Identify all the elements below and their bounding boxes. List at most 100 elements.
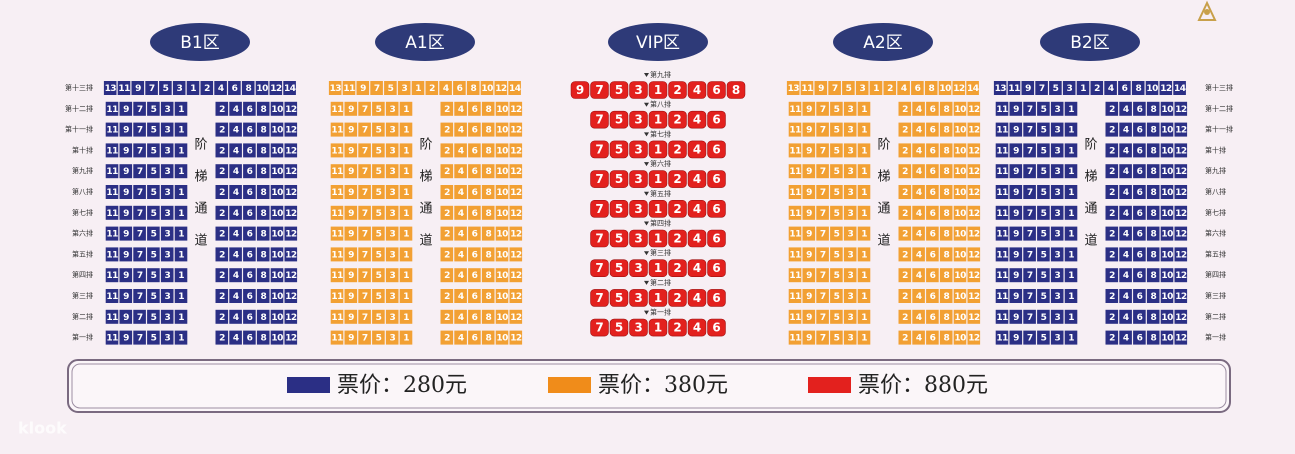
seat <box>1160 205 1174 220</box>
seat-number: 6 <box>1137 146 1143 156</box>
seat-number: 6 <box>930 167 936 177</box>
seat-number: 9 <box>348 146 354 156</box>
seat-number: 3 <box>389 105 395 115</box>
seat <box>399 205 413 220</box>
vip-row-label: 第二排 <box>650 278 671 287</box>
seat <box>788 268 802 283</box>
seat <box>215 330 229 345</box>
seat <box>1119 164 1132 179</box>
seat <box>174 122 188 137</box>
seat <box>1050 330 1064 345</box>
seat <box>967 143 981 158</box>
seat <box>1160 101 1174 116</box>
seat <box>830 247 843 262</box>
seat-number: 2 <box>219 292 225 302</box>
seat-number: 4 <box>458 271 464 281</box>
seat-number: 5 <box>376 250 382 260</box>
seat-number: 10 <box>1146 84 1158 94</box>
seat-number: 1 <box>1068 292 1074 302</box>
seat-number: 3 <box>389 126 395 136</box>
seat-number: 8 <box>943 105 949 115</box>
seat-number: 10 <box>256 84 268 94</box>
seat-number: 12 <box>285 188 297 198</box>
seat-number: 3 <box>389 313 395 323</box>
seat <box>1062 81 1076 95</box>
seat-number: 1 <box>178 250 184 260</box>
seat-number: 11 <box>996 167 1008 177</box>
seat-number: 1 <box>178 230 184 240</box>
seat <box>468 143 481 158</box>
seat-number: 9 <box>123 250 129 260</box>
seat <box>174 226 188 241</box>
seat <box>147 205 160 220</box>
seat <box>802 143 816 158</box>
seat-number: 12 <box>510 188 522 198</box>
seat <box>938 81 952 95</box>
seat-number: 3 <box>847 334 853 344</box>
seat-number: 12 <box>510 105 522 115</box>
seat-number: 4 <box>1123 146 1129 156</box>
seat-number: 1 <box>178 209 184 219</box>
seat <box>358 122 371 137</box>
seat <box>119 185 133 199</box>
seat-number: 8 <box>943 126 949 136</box>
seat <box>1037 309 1050 324</box>
seat <box>857 164 871 179</box>
seat-number: 11 <box>331 230 343 240</box>
seat-number: 8 <box>1150 146 1156 156</box>
seat-number: 4 <box>458 167 464 177</box>
seat-number: 11 <box>789 188 801 198</box>
seat <box>372 226 385 241</box>
seat <box>788 247 802 262</box>
seat-number: 2 <box>902 105 908 115</box>
seat-number: 9 <box>348 167 354 177</box>
seat-number: 10 <box>271 250 283 260</box>
seat <box>372 205 385 220</box>
row-label: 第二排 <box>72 312 93 321</box>
vip-seat <box>687 110 707 129</box>
seat-number: 11 <box>789 271 801 281</box>
seat-number: 4 <box>916 334 922 344</box>
seat-number: 2 <box>902 146 908 156</box>
seat-number: 7 <box>362 209 368 219</box>
seat-number: 5 <box>1041 334 1047 344</box>
seat-number: 6 <box>247 230 253 240</box>
seat <box>1050 185 1064 199</box>
seat <box>1050 226 1064 241</box>
seat <box>119 122 133 137</box>
seat <box>481 164 495 179</box>
seat-number: 12 <box>1175 105 1187 115</box>
seat-number: 5 <box>376 146 382 156</box>
seat <box>358 205 371 220</box>
seat <box>358 101 371 116</box>
seat <box>256 226 270 241</box>
seat-number: 8 <box>485 188 491 198</box>
seat <box>270 122 284 137</box>
seat <box>229 289 242 303</box>
seat <box>356 81 370 95</box>
seat <box>399 143 413 158</box>
aisle-char: 道 <box>877 234 890 249</box>
seat-number: 9 <box>348 105 354 115</box>
seat-number: 10 <box>496 313 508 323</box>
seat-number: 9 <box>123 292 129 302</box>
seat <box>344 247 358 262</box>
seat-number: 12 <box>1175 230 1187 240</box>
seat <box>788 330 802 345</box>
seat-number: 4 <box>233 209 239 219</box>
seat <box>372 268 385 283</box>
seat <box>843 164 857 179</box>
seat <box>857 185 871 199</box>
seat-number: 7 <box>820 313 826 323</box>
seat <box>385 164 399 179</box>
seat-number: 8 <box>485 126 491 136</box>
seat <box>270 226 284 241</box>
seat <box>843 205 857 220</box>
seat-number: 9 <box>123 188 129 198</box>
seat-number: 7 <box>137 126 143 136</box>
seat <box>857 122 871 137</box>
seat-number: 2 <box>219 146 225 156</box>
seat-number: 6 <box>472 250 478 260</box>
row-label: 第三排 <box>72 291 93 300</box>
seat <box>1037 164 1050 179</box>
